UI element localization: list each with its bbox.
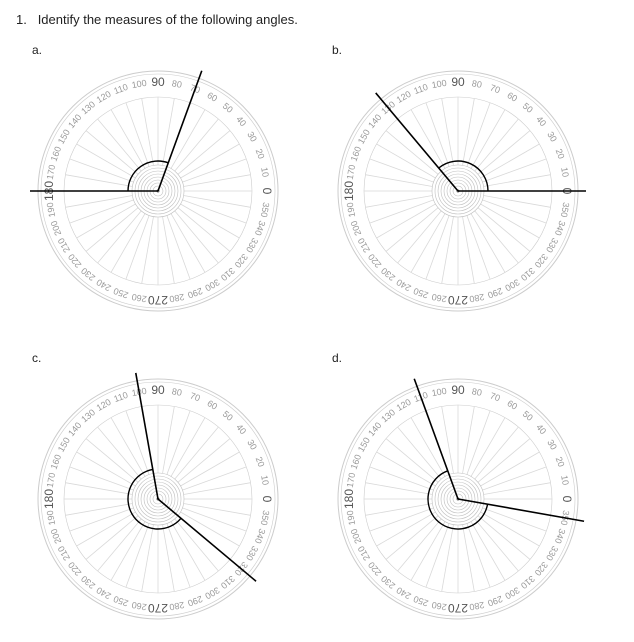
svg-text:270: 270 [148, 601, 168, 615]
svg-text:90: 90 [151, 75, 165, 89]
svg-text:10: 10 [259, 474, 271, 486]
svg-text:10: 10 [559, 166, 571, 178]
part-a: a. 0102030405060708090100110120130140150… [28, 43, 318, 321]
part-d: d. 0102030405060708090100110120130140150… [328, 351, 618, 629]
svg-text:270: 270 [448, 601, 468, 615]
part-label-c: c. [28, 351, 318, 365]
protractor-b: 0102030405060708090100110120130140150160… [328, 61, 588, 321]
svg-text:80: 80 [471, 78, 483, 90]
svg-text:270: 270 [448, 293, 468, 307]
svg-text:270: 270 [148, 293, 168, 307]
svg-text:80: 80 [171, 78, 183, 90]
part-b: b. 0102030405060708090100110120130140150… [328, 43, 618, 321]
svg-text:0: 0 [260, 188, 274, 195]
svg-text:10: 10 [259, 166, 271, 178]
svg-text:0: 0 [260, 496, 274, 503]
svg-text:180: 180 [342, 181, 356, 201]
part-label-a: a. [28, 43, 318, 57]
svg-text:0: 0 [560, 496, 574, 503]
protractor-d: 0102030405060708090100110120130140150160… [328, 369, 588, 629]
svg-text:90: 90 [151, 383, 165, 397]
question-title: 1. Identify the measures of the followin… [16, 12, 618, 27]
svg-text:80: 80 [171, 386, 183, 398]
part-label-b: b. [328, 43, 618, 57]
question-text: Identify the measures of the following a… [38, 12, 298, 27]
protractor-c: 0102030405060708090100110120130140150160… [28, 369, 288, 629]
part-label-d: d. [328, 351, 618, 365]
svg-text:90: 90 [451, 383, 465, 397]
svg-text:180: 180 [42, 489, 56, 509]
question-number: 1. [16, 12, 27, 27]
svg-text:180: 180 [342, 489, 356, 509]
svg-text:80: 80 [471, 386, 483, 398]
svg-text:10: 10 [559, 474, 571, 486]
svg-text:90: 90 [451, 75, 465, 89]
parts-grid: a. 0102030405060708090100110120130140150… [16, 43, 618, 629]
protractor-a: 0102030405060708090100110120130140150160… [28, 61, 288, 321]
part-c: c. 0102030405060708090100110120130140150… [28, 351, 318, 629]
